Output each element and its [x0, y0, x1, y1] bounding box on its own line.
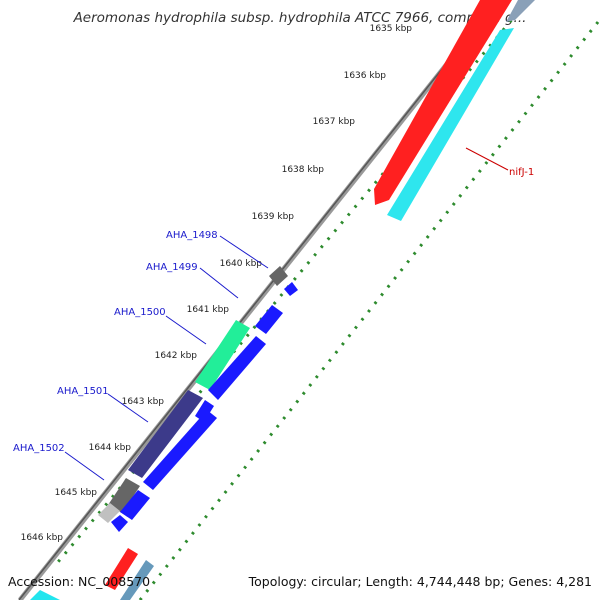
gene-label-nifj-1[interactable]: nifJ-1 — [509, 167, 534, 178]
feature-bottom-red[interactable] — [105, 548, 138, 590]
feature-top-right-grey[interactable] — [506, 0, 535, 22]
feature-aha-1502-blue-b[interactable] — [111, 515, 128, 532]
feature-aha-1498-gray[interactable] — [269, 266, 288, 286]
feature-red-top[interactable] — [374, 0, 512, 205]
feature-aha-1498-blue[interactable] — [284, 282, 298, 296]
feature-bottom-cyan[interactable] — [30, 590, 60, 600]
inner-tick-track — [138, 21, 600, 600]
kbp-label: 1639 kbp — [252, 212, 295, 222]
feature-aha-1501-blue-a[interactable] — [195, 400, 214, 422]
kbp-label: 1641 kbp — [187, 305, 230, 315]
kbp-label: 1645 kbp — [55, 488, 98, 498]
feature-cyan-nifj[interactable] — [387, 28, 514, 221]
kbp-label: 1637 kbp — [313, 117, 356, 127]
gene-leaders — [64, 235, 269, 481]
gene-label-aha-1501[interactable]: AHA_1501 — [57, 386, 109, 397]
feature-bottom-steel[interactable] — [120, 560, 154, 600]
kbp-label: 1642 kbp — [155, 351, 198, 361]
gene-label-aha-1498[interactable]: AHA_1498 — [166, 230, 218, 241]
feature-aha-1502-gray[interactable] — [108, 478, 140, 513]
kbp-label: 1640 kbp — [220, 259, 263, 269]
genome-backbone — [18, 0, 500, 600]
kbp-label: 1646 kbp — [21, 533, 64, 543]
feature-aha-1500-blue[interactable] — [208, 336, 266, 400]
kbp-label: 1636 kbp — [344, 71, 387, 81]
topology-summary: Topology: circular; Length: 4,744,448 bp… — [248, 574, 592, 589]
accession-text: Accession: NC_008570 — [8, 574, 151, 589]
kbp-labels: 1635 kbp 1636 kbp 1637 kbp 1638 kbp 1639… — [21, 24, 413, 543]
backbone-highlight — [18, 0, 498, 600]
kbp-label: 1635 kbp — [370, 24, 413, 34]
kbp-label: 1638 kbp — [282, 165, 325, 175]
feature-aha-1502-lightgray[interactable] — [98, 503, 120, 523]
kbp-label: 1643 kbp — [122, 397, 165, 407]
feature-aha-1500-mint[interactable] — [195, 320, 250, 390]
map-title: Aeromonas hydrophila subsp. hydrophila A… — [73, 10, 527, 26]
gene-label-aha-1500[interactable]: AHA_1500 — [114, 307, 166, 318]
feature-aha-1502-blue-a[interactable] — [120, 490, 150, 520]
nifj-leader — [465, 147, 509, 171]
gene-label-aha-1499[interactable]: AHA_1499 — [146, 262, 198, 273]
feature-aha-1501-blue-b[interactable] — [143, 410, 217, 490]
gene-label-aha-1502[interactable]: AHA_1502 — [13, 443, 65, 454]
feature-aha-1499-blue[interactable] — [255, 305, 283, 334]
kbp-label: 1644 kbp — [89, 443, 132, 453]
feature-aha-1501-navy[interactable] — [128, 390, 203, 478]
